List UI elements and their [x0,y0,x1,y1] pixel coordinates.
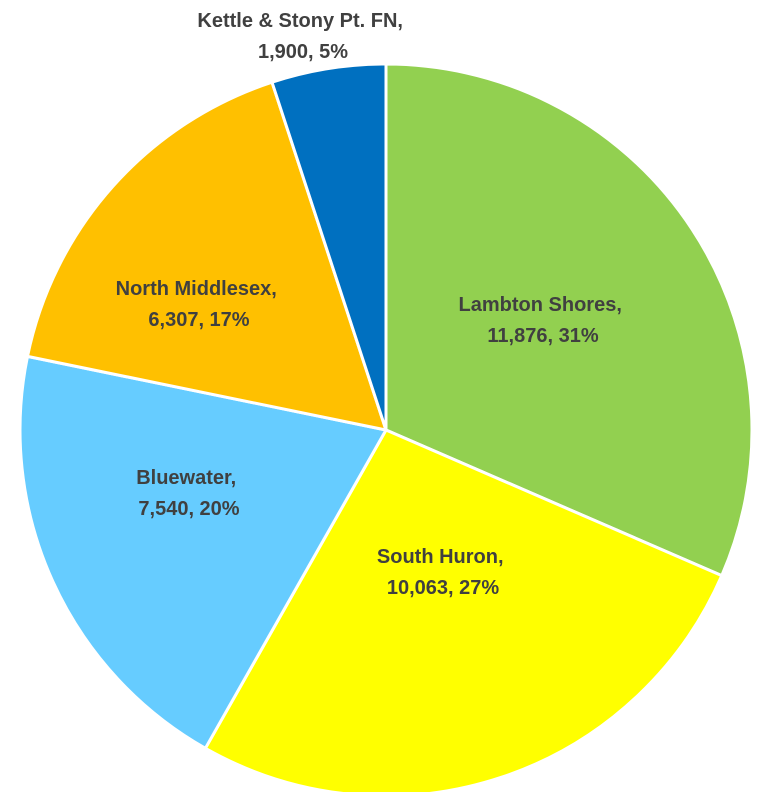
label-bluewater-value: 7,540, 20% [138,498,239,520]
label-south-huron: South Huron, 10,063, 27% [377,546,509,599]
label-kettle-stony-pt-fn-value: 1,900, 5% [258,41,348,63]
pie-slices [18,62,754,792]
pie-slice-bluewater [18,354,388,750]
label-kettle-stony-pt-fn-name: Kettle & Stony Pt. FN, [197,10,403,32]
label-south-huron-value: 10,063, 27% [387,577,500,599]
pie-slice-kettle-stony-pt-fn [270,62,388,432]
label-south-huron-name: South Huron, [377,546,504,568]
label-lambton-shores-name: Lambton Shores, [459,294,622,316]
pie-slice-south-huron [203,428,724,792]
label-bluewater: Bluewater, 7,540, 20% [136,467,242,520]
label-lambton-shores-value: 11,876, 31% [487,325,598,347]
label-north-middlesex-name: North Middlesex, [116,278,277,300]
label-north-middlesex-value: 6,307, 17% [148,309,249,331]
label-bluewater-name: Bluewater, [136,467,236,489]
label-kettle-stony-pt-fn: Kettle & Stony Pt. FN, 1,900, 5% [197,10,408,63]
pie-data-labels: Lambton Shores, 11,876, 31% South Huron,… [116,10,628,599]
pie-slice-north-middlesex [25,80,388,432]
label-lambton-shores: Lambton Shores, 11,876, 31% [459,294,628,347]
pie-slice-lambton-shores [384,62,754,578]
label-north-middlesex: North Middlesex, 6,307, 17% [116,278,283,331]
